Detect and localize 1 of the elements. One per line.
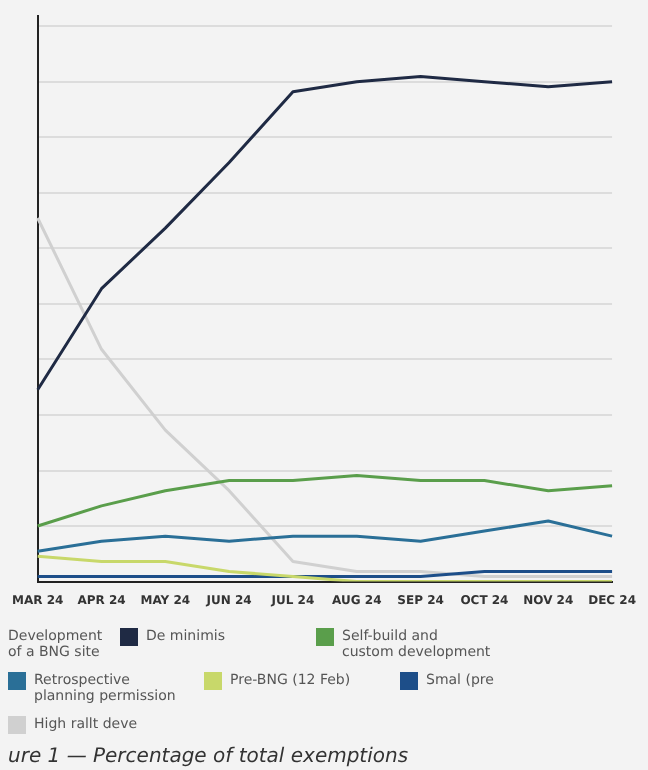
- text: ure 1 — Percentage of total exemptions: [6, 744, 411, 770]
